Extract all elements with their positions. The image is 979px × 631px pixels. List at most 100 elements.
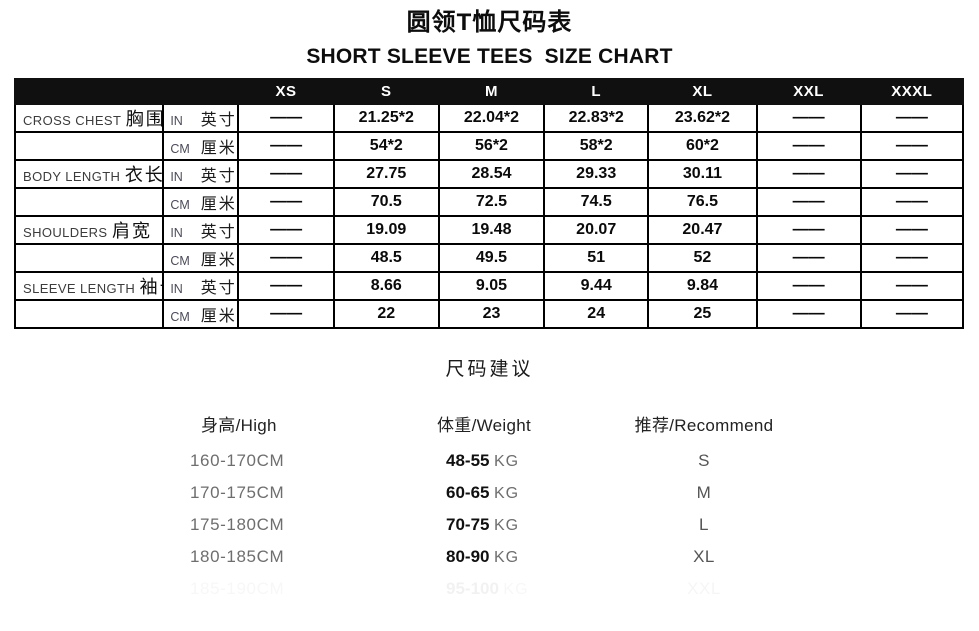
size-cell: 19.48 <box>437 215 546 245</box>
size-cell: 49.5 <box>437 243 546 273</box>
size-cell: —— <box>859 243 965 273</box>
unit-cn: 英寸 <box>200 280 237 297</box>
unit-cell: IN 英寸 <box>162 159 240 189</box>
size-cell: —— <box>755 159 862 189</box>
page-title-english: SHORT SLEEVE TEES SIZE CHART <box>306 45 673 68</box>
size-cell: —— <box>859 131 965 161</box>
col-header-xxl: XXL <box>755 78 862 105</box>
size-cell: 72.5 <box>437 187 546 217</box>
size-cell: —— <box>755 187 862 217</box>
weight-range: 60-65 KG <box>437 483 614 503</box>
height-column-header: 身高/High <box>201 416 277 435</box>
row-label-cross-chest: CROSS CHEST 胸围 <box>13 103 165 133</box>
weight-unit: KG <box>503 581 529 598</box>
col-header-l: L <box>543 78 650 105</box>
row-label-en: SLEEVE LENGTH <box>23 281 136 296</box>
weight-value: 48-55 <box>446 451 490 470</box>
size-measurement-table: XS S M L XL XXL XXXL CROSS CHEST 胸围 IN 英… <box>13 78 965 329</box>
size-cell: —— <box>859 159 965 189</box>
weight-value: 60-65 <box>446 483 490 502</box>
size-cell: 20.47 <box>647 215 758 245</box>
recommended-size: XXL <box>687 579 721 598</box>
size-cell: —— <box>755 131 862 161</box>
size-cell: 51 <box>543 243 650 273</box>
recommendation-row: 175-180CM 70-75 KG L <box>190 515 979 547</box>
unit-cn: 英寸 <box>200 168 237 185</box>
size-cell: 70.5 <box>332 187 440 217</box>
size-cell: 9.44 <box>543 271 650 301</box>
size-cell: —— <box>237 215 335 245</box>
size-cell: —— <box>755 299 862 329</box>
size-cell: 23.62*2 <box>647 103 758 133</box>
unit-abbr: IN <box>170 114 183 128</box>
size-cell: 30.11 <box>647 159 758 189</box>
row-label-en: BODY LENGTH <box>23 169 121 184</box>
row-label-empty <box>13 243 165 273</box>
size-cell: 74.5 <box>543 187 650 217</box>
weight-unit: KG <box>493 485 520 502</box>
recommended-size: S <box>698 451 710 470</box>
col-header-xl: XL <box>647 78 758 105</box>
recommend-column-header: 推荐/Recommend <box>634 416 774 435</box>
recommended-size: L <box>699 515 709 534</box>
weight-range: 95-100 KG <box>437 579 614 599</box>
size-cell: —— <box>859 215 965 245</box>
size-cell: 60*2 <box>647 131 758 161</box>
weight-range: 70-75 KG <box>437 515 614 535</box>
recommendation-row-faded: 185-190CM 95-100 KG XXL <box>190 579 979 611</box>
table-row-shoulders-in: SHOULDERS 肩宽 IN 英寸 —— 19.09 19.48 20.07 … <box>13 215 965 245</box>
size-cell: 22 <box>332 299 440 329</box>
row-label-cn: 胸围 <box>125 109 164 129</box>
unit-cell: IN 英寸 <box>162 103 240 133</box>
unit-cell: CM 厘米 <box>162 187 240 217</box>
size-cell: —— <box>237 187 335 217</box>
size-cell: 48.5 <box>332 243 440 273</box>
size-cell: —— <box>237 271 335 301</box>
row-label-cn: 衣长 <box>124 165 164 185</box>
row-label-en: SHOULDERS <box>23 225 108 240</box>
row-label-sleeve-length: SLEEVE LENGTH 袖长 <box>13 271 165 301</box>
table-row-shoulders-cm: CM 厘米 —— 48.5 49.5 51 52 —— —— <box>13 243 965 273</box>
unit-abbr: CM <box>170 310 190 324</box>
header-spacer-label <box>13 78 165 105</box>
unit-cell: CM 厘米 <box>162 299 240 329</box>
size-cell: —— <box>859 271 965 301</box>
height-range: 180-185CM <box>190 547 285 566</box>
recommendation-row: 180-185CM 80-90 KG XL <box>190 547 979 579</box>
table-row-cross-chest-cm: CM 厘米 —— 54*2 56*2 58*2 60*2 —— —— <box>13 131 965 161</box>
size-cell: 28.54 <box>437 159 546 189</box>
recommendation-title: 尺码建议 <box>445 359 534 380</box>
size-cell: 27.75 <box>332 159 440 189</box>
size-cell: —— <box>237 243 335 273</box>
size-chart-page: 圆领T恤尺码表 SHORT SLEEVE TEES SIZE CHART XS … <box>13 9 979 611</box>
unit-cn: 厘米 <box>200 308 237 325</box>
unit-cn: 厘米 <box>200 196 237 213</box>
recommendation-header-row: 身高/High 体重/Weight 推荐/Recommend <box>190 411 979 443</box>
size-cell: 8.66 <box>332 271 440 301</box>
table-row-sleeve-length-cm: CM 厘米 —— 22 23 24 25 —— —— <box>13 299 965 329</box>
recommendation-row: 160-170CM 48-55 KG S <box>190 451 979 483</box>
weight-unit: KG <box>493 549 520 566</box>
size-cell: 19.09 <box>332 215 440 245</box>
unit-cell: IN 英寸 <box>162 271 240 301</box>
size-cell: 52 <box>647 243 758 273</box>
row-label-shoulders: SHOULDERS 肩宽 <box>13 215 165 245</box>
unit-cn: 厘米 <box>200 140 237 157</box>
height-range: 160-170CM <box>190 451 285 470</box>
size-cell: —— <box>859 299 965 329</box>
size-cell: 29.33 <box>543 159 650 189</box>
col-header-xxxl: XXXL <box>859 78 965 105</box>
size-cell: —— <box>755 215 862 245</box>
size-cell: 9.05 <box>437 271 546 301</box>
row-label-cn: 肩宽 <box>111 221 152 241</box>
height-range: 175-180CM <box>190 515 285 534</box>
weight-range: 48-55 KG <box>437 451 614 471</box>
size-cell: 25 <box>647 299 758 329</box>
unit-abbr: CM <box>170 254 190 268</box>
height-range: 185-190CM <box>190 579 285 598</box>
unit-abbr: IN <box>170 226 183 240</box>
weight-unit: KG <box>493 517 520 534</box>
weight-range: 80-90 KG <box>437 547 614 567</box>
size-cell: 23 <box>437 299 546 329</box>
page-title-chinese: 圆领T恤尺码表 <box>406 9 573 36</box>
